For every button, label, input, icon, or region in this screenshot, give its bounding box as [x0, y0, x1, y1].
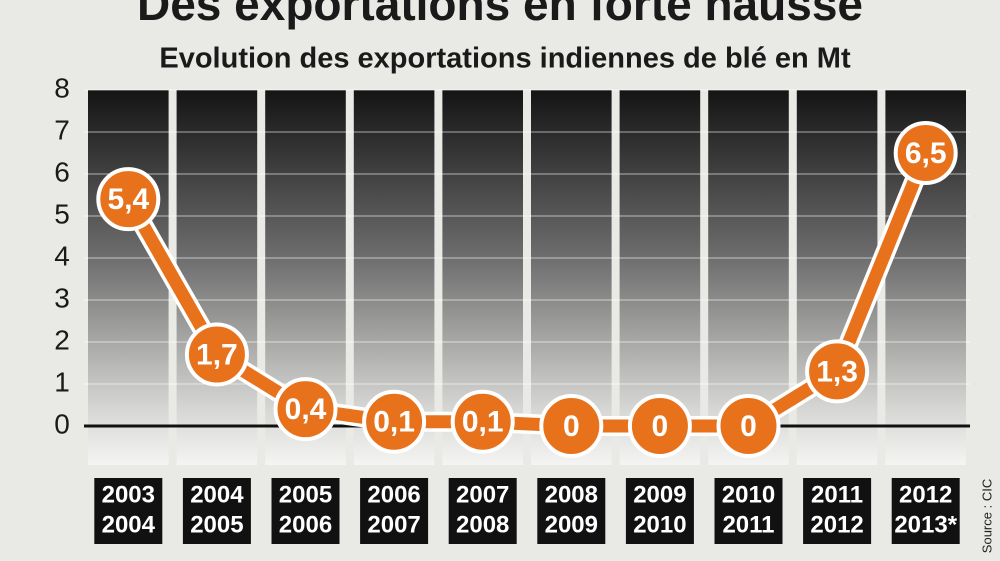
x-label-box	[448, 478, 517, 544]
y-tick-label: 8	[54, 72, 70, 103]
y-tick-label: 3	[54, 282, 70, 313]
x-tick-label: 2004	[190, 481, 244, 508]
point	[716, 393, 781, 458]
chart-title: Des exportations en forte hausse	[137, 0, 863, 30]
x-tick-label: 2007	[456, 481, 509, 508]
x-label-box	[803, 478, 872, 544]
x-tick-label: 2010	[722, 481, 775, 508]
x-label-box	[360, 478, 429, 544]
x-tick-label: 2005	[279, 481, 332, 508]
x-tick-label: 2013*	[894, 511, 957, 538]
data-label: 1,7	[196, 338, 238, 371]
x-tick-label: 2012	[899, 481, 952, 508]
y-tick-label: 0	[54, 408, 70, 439]
data-label: 1,3	[816, 355, 858, 388]
column-background	[88, 90, 169, 465]
x-label-box	[182, 478, 251, 544]
point	[362, 389, 427, 454]
point	[627, 393, 692, 458]
x-tick-label: 2005	[190, 511, 243, 538]
x-tick-label: 2006	[367, 481, 420, 508]
point	[805, 339, 870, 404]
y-tick-label: 4	[54, 240, 70, 271]
data-label: 0,1	[373, 406, 415, 439]
y-tick-label: 7	[54, 114, 70, 145]
y-tick-label: 5	[54, 198, 70, 229]
point	[893, 120, 958, 185]
data-label: 0	[652, 410, 669, 443]
x-tick-label: 2007	[367, 511, 420, 538]
y-tick-label: 6	[54, 156, 70, 187]
x-tick-label: 2009	[633, 481, 686, 508]
data-label: 0	[740, 410, 757, 443]
y-tick-label: 2	[54, 324, 70, 355]
x-tick-label: 2003	[102, 481, 155, 508]
x-label-box	[537, 478, 606, 544]
source: Source : CIC	[979, 479, 994, 553]
data-label: 6,5	[905, 137, 947, 170]
point	[184, 322, 249, 387]
point	[539, 393, 604, 458]
chart-subtitle: Evolution des exportations indiennes de …	[159, 43, 851, 75]
data-label: 5,4	[107, 183, 149, 216]
column-background	[176, 90, 258, 465]
x-label-box	[714, 478, 783, 544]
x-label-box	[891, 478, 960, 544]
data-label: 0	[563, 410, 580, 443]
x-tick-label: 2011	[811, 481, 863, 508]
x-label-box	[94, 478, 163, 544]
point	[273, 377, 338, 442]
x-tick-label: 2008	[456, 511, 509, 538]
y-tick-label: 1	[54, 366, 70, 397]
x-tick-label: 2008	[545, 481, 598, 508]
x-tick-label: 2011	[722, 511, 774, 538]
x-tick-label: 2010	[633, 511, 686, 538]
line	[122, 150, 932, 433]
x-tick-label: 2009	[545, 511, 598, 538]
data-label: 0,4	[285, 393, 327, 426]
data-label: 0,1	[462, 406, 504, 439]
x-tick-label: 2006	[279, 511, 332, 538]
point	[450, 389, 515, 454]
x-tick-label: 2004	[102, 511, 156, 538]
x-tick-label: 2012	[810, 511, 863, 538]
x-label-box	[625, 478, 694, 544]
point	[96, 167, 161, 232]
x-label-box	[271, 478, 340, 544]
